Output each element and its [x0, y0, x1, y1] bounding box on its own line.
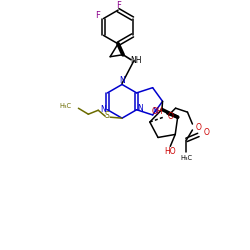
Text: N: N: [138, 104, 143, 113]
Text: HO: HO: [164, 147, 176, 156]
Text: S: S: [105, 111, 110, 120]
Text: O: O: [196, 124, 201, 132]
Text: H₃C: H₃C: [59, 103, 72, 109]
Text: H₃C: H₃C: [180, 155, 192, 161]
Text: O: O: [168, 112, 173, 120]
Text: F: F: [116, 1, 121, 10]
Text: N: N: [152, 108, 158, 116]
Text: N: N: [119, 76, 125, 85]
Text: N: N: [100, 105, 106, 114]
Text: F: F: [95, 11, 100, 20]
Text: OH: OH: [151, 107, 163, 116]
Text: NH: NH: [130, 56, 142, 65]
Text: O: O: [203, 128, 209, 138]
